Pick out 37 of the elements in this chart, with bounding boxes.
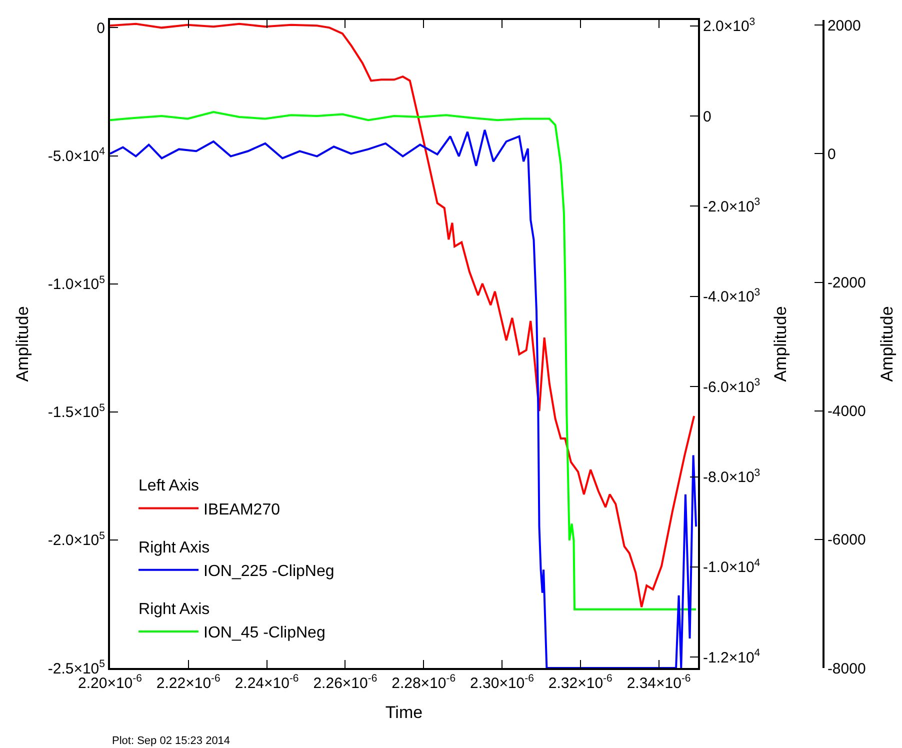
y2-tick-label: -2.0×10$^{3}$ — [703, 196, 760, 216]
y2-tick-label: -1.0×10$^{4}$ — [703, 556, 760, 576]
annotation: Right Axis — [138, 539, 210, 556]
x-tick-label: 2.30×10$^{-6}$ — [470, 672, 534, 692]
x-tick-label: 2.32×10$^{-6}$ — [548, 672, 613, 692]
y2-tick-label: 0 — [703, 108, 712, 126]
legend-label: IBEAM270 — [204, 502, 280, 518]
y3-tick-label: -2000 — [827, 274, 866, 292]
annotation: Right Axis — [138, 600, 210, 618]
y-tick-label: -5.0×10$^{4}$ — [48, 146, 106, 165]
y3-tick-label: -6000 — [827, 532, 866, 549]
y-tick-label: -1.5×10$^{5}$ — [48, 402, 106, 422]
x-tick-label: 2.22×10$^{-6}$ — [156, 672, 221, 692]
y-tick-label: -1.0×10$^{5}$ — [48, 274, 106, 294]
x-axis-title: Time — [385, 702, 423, 722]
y-tick-label: 0 — [96, 20, 105, 37]
y2-tick-label: -4.0×10$^{3}$ — [703, 286, 760, 306]
y3-axis-title: Amplitude — [878, 306, 897, 382]
y2-tick-label: -6.0×10$^{3}$ — [703, 376, 760, 396]
legend-label: ION_45 -ClipNeg — [204, 624, 326, 642]
y2-axis-title: Amplitude — [771, 306, 790, 382]
y-axis-title: Amplitude — [12, 306, 32, 382]
y-tick-label: -2.0×10$^{5}$ — [48, 530, 106, 550]
y3-tick-label: -4000 — [827, 403, 866, 420]
x-tick-label: 2.24×10$^{-6}$ — [234, 672, 299, 692]
y3-tick-label: 2000 — [827, 17, 861, 34]
y3-tick-label: 0 — [827, 146, 836, 163]
x-tick-label: 2.28×10$^{-6}$ — [392, 672, 456, 692]
y2-tick-label: -1.2×10$^{4}$ — [703, 647, 760, 666]
x-tick-label: 2.34×10$^{-6}$ — [626, 672, 691, 692]
legend-label: ION_225 -ClipNeg — [204, 563, 334, 580]
y2-tick-label: 2.0×10$^{3}$ — [703, 16, 756, 36]
y3-tick-label: -8000 — [827, 660, 866, 678]
text: Plot: Sep 02 15:23 2014 — [112, 735, 230, 747]
annotation: Left Axis — [138, 478, 200, 495]
y2-tick-label: -8.0×10$^{3}$ — [703, 466, 760, 486]
x-tick-label: 2.26×10$^{-6}$ — [313, 672, 378, 692]
